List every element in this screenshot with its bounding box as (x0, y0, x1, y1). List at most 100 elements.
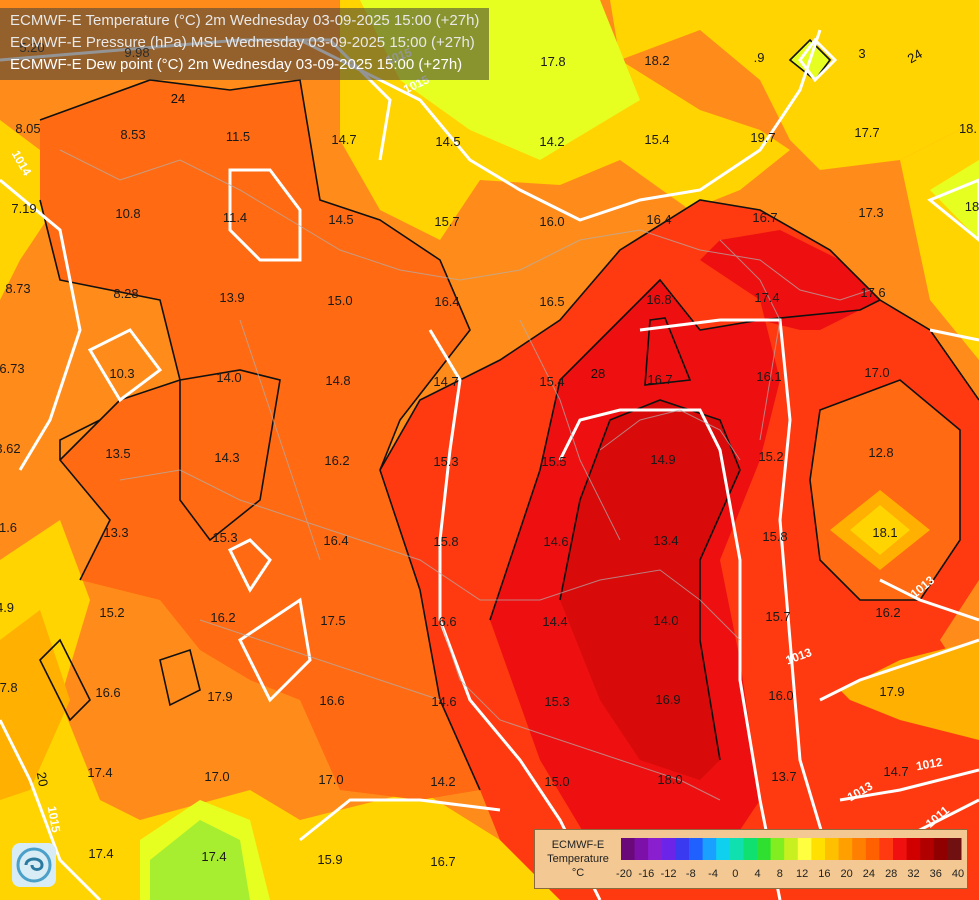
legend-swatch (675, 838, 690, 860)
isotherm-label: 28 (591, 366, 605, 381)
dewpoint-label: 15.4 (539, 374, 564, 389)
dewpoint-labels: 5.209.988.058.5311.514.714.514.215.419.7… (0, 40, 979, 869)
dewpoint-label: 6.73 (0, 361, 25, 376)
temp-band-20-24-east-blob (850, 505, 910, 555)
dewpoint-label: 12.8 (868, 445, 893, 460)
temp-band-20-24-southwest (0, 520, 300, 900)
dewpoint-label: 14.5 (328, 212, 353, 227)
temp-band-28-32-east-blob (810, 380, 960, 600)
dewpoint-label: 7.19 (11, 201, 36, 216)
legend-swatch (865, 838, 880, 860)
dewpoint-label: 3.62 (0, 441, 21, 456)
dewpoint-label: 16.6 (431, 614, 456, 629)
dewpoint-label: 17.8 (0, 680, 18, 695)
legend-colorbar: -20 -16 -12 -8 -4 0 4 8 12 16 20 24 28 32 36 40 (616, 838, 964, 880)
dewpoint-label: 13.3 (103, 525, 128, 540)
dewpoint-label: 15.3 (433, 454, 458, 469)
legend-swatch (621, 838, 636, 860)
temp-band-20-24-east-south (840, 640, 979, 740)
legend-swatch (906, 838, 921, 860)
legend-caption: ECMWF-E Temperature °C (539, 838, 617, 880)
legend-swatch (825, 838, 840, 860)
legend-tick-label: -12 (661, 868, 677, 880)
dewpoint-label: .9 (754, 50, 765, 65)
dewpoint-label: 10.8 (115, 206, 140, 221)
legend-tick-label: 20 (841, 868, 853, 880)
dewpoint-label: 17.9 (879, 684, 904, 699)
logo-icon (12, 843, 56, 887)
dewpoint-label: 18.1 (872, 525, 897, 540)
dewpoint-label: 14.2 (430, 774, 455, 789)
dewpoint-label: 15.0 (327, 293, 352, 308)
legend-variable: Temperature (547, 853, 609, 865)
dewpoint-label: 17.5 (320, 613, 345, 628)
dewpoint-label: 3 (858, 46, 865, 61)
dewpoint-label: 18. (959, 121, 977, 136)
dewpoint-label: 14.7 (883, 764, 908, 779)
dewpoint-label: 4.9 (0, 600, 14, 615)
dewpoint-label: 17.0 (318, 772, 343, 787)
header-dewpoint: ECMWF-E Dew point (°C) 2m Wednesday 03-0… (10, 56, 463, 73)
dewpoint-label: 14.9 (650, 452, 675, 467)
dewpoint-label: 15.8 (762, 529, 787, 544)
map-header: ECMWF-E Temperature (°C) 2m Wednesday 03… (0, 8, 490, 80)
legend-swatch (811, 838, 826, 860)
dewpoint-label: 14.5 (435, 134, 460, 149)
legend-swatch (893, 838, 908, 860)
dewpoint-label: 14.6 (543, 534, 568, 549)
dewpoint-label: 8.73 (5, 281, 30, 296)
country-borders (59, 149, 871, 801)
legend-swatch (689, 838, 704, 860)
dewpoint-label: 16.7 (647, 372, 672, 387)
dewpoint-label: 14.8 (325, 373, 350, 388)
dewpoint-label: 13.4 (653, 533, 678, 548)
dewpoint-label: 15.3 (212, 530, 237, 545)
legend-tick-label: 4 (755, 868, 761, 880)
legend-unit: °C (571, 867, 585, 879)
legend-tick-label: 0 (732, 868, 738, 880)
isobars (0, 29, 979, 900)
dewpoint-label: 17.0 (864, 365, 889, 380)
legend-tick-label: 36 (930, 868, 942, 880)
dewpoint-label: 8.53 (120, 127, 145, 142)
dewpoint-label: 16.8 (646, 292, 671, 307)
legend-swatch (634, 838, 649, 860)
legend-tick-label: 28 (885, 868, 897, 880)
dewpoint-label: 13.7 (771, 769, 796, 784)
dewpoint-label: 17.0 (204, 769, 229, 784)
isotherm-contours (39, 38, 979, 791)
dewpoint-label: 15.7 (765, 609, 790, 624)
legend-swatch (757, 838, 772, 860)
dewpoint-label: 17.4 (88, 846, 113, 861)
dewpoint-label: 14.6 (431, 694, 456, 709)
dewpoint-label: 16.5 (539, 294, 564, 309)
dewpoint-label: 17.9 (207, 689, 232, 704)
dewpoint-label: 16.1 (756, 369, 781, 384)
legend-swatch (947, 838, 962, 860)
dewpoint-label: 16.7 (430, 854, 455, 869)
legend-tick-label: 8 (777, 868, 783, 880)
dewpoint-label: 17.8 (540, 54, 565, 69)
temperature-legend: ECMWF-E Temperature °C -20 -16 -12 -8 -4 0 4 8 1… (534, 829, 968, 889)
dewpoint-label: 17.6 (860, 285, 885, 300)
dewpoint-label: 16.9 (655, 692, 680, 707)
dewpoint-label: 15.2 (758, 449, 783, 464)
legend-swatch (648, 838, 663, 860)
dewpoint-label: 16.6 (319, 693, 344, 708)
dewpoint-label: 15.3 (544, 694, 569, 709)
dewpoint-label: 16.7 (752, 210, 777, 225)
isotherm-labels: 24 24 28 20 (34, 46, 925, 788)
legend-swatch (797, 838, 812, 860)
dewpoint-label: 15.4 (644, 132, 669, 147)
legend-tick-label: -16 (638, 868, 654, 880)
dewpoint-label: 14.0 (653, 613, 678, 628)
legend-swatch (852, 838, 867, 860)
isotherm-label: 20 (34, 771, 51, 788)
legend-tick-label: 12 (796, 868, 808, 880)
dewpoint-label: 16.4 (434, 294, 459, 309)
dewpoint-label: 8.28 (113, 286, 138, 301)
isotherm-label: 24 (171, 91, 185, 106)
dewpoint-label: 14.4 (542, 614, 567, 629)
dewpoint-label: 18.2 (644, 53, 669, 68)
